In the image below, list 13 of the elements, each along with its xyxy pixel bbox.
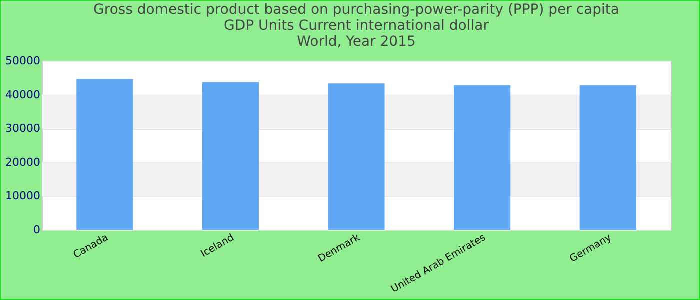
y-tick-label: 0 (34, 224, 40, 236)
y-tick-label: 10000 (6, 190, 40, 203)
bar (580, 85, 636, 230)
chart-subtitle: World, Year 2015 (297, 34, 416, 50)
y-tick-label: 50000 (6, 54, 40, 68)
bar (454, 85, 511, 230)
y-tick-label: 20000 (6, 156, 40, 169)
y-tick-label: 30000 (6, 122, 40, 136)
bar (76, 79, 134, 230)
y-tick-label: 40000 (6, 88, 40, 102)
bar (328, 84, 385, 230)
bar (202, 82, 260, 230)
chart-title: Gross domestic product based on purchasing-power-parity (PPP) per capita GDP Units Current international dollar (94, 2, 620, 34)
